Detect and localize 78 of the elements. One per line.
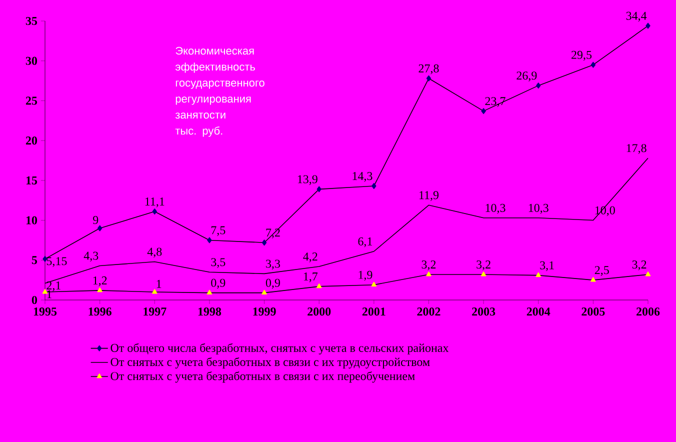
data-label: 17,8 — [626, 144, 646, 154]
point — [152, 289, 158, 294]
point — [426, 75, 432, 82]
x-tick-label: 2003 — [472, 308, 496, 316]
data-label: 3,3 — [266, 260, 280, 270]
data-label: 1 — [156, 280, 162, 288]
data-label: 3,2 — [632, 260, 646, 270]
point — [371, 282, 377, 287]
x-tick-label: 2005 — [582, 308, 605, 316]
x-tick-label: 1995 — [34, 308, 57, 316]
point — [590, 62, 596, 68]
point — [206, 290, 212, 295]
point — [262, 240, 267, 246]
data-label: 6,1 — [358, 237, 372, 248]
data-label: 3,2 — [476, 260, 490, 270]
x-tick-label: 2000 — [308, 308, 331, 316]
point — [481, 108, 486, 114]
data-label: 26,9 — [516, 72, 537, 82]
legend-label: От снятых с учета безработных в связи с их переобучением — [110, 371, 415, 383]
point — [97, 287, 102, 292]
point — [590, 277, 596, 282]
y-tick-label: 35 — [26, 16, 38, 26]
data-label: 7,5 — [211, 226, 226, 236]
x-tick-label: 2002 — [417, 308, 440, 316]
data-label: 2,1 — [46, 281, 60, 292]
data-label: 10,3 — [486, 204, 506, 214]
y-tick-label: 15 — [26, 176, 38, 184]
data-label: 3,5 — [211, 258, 226, 268]
point — [426, 271, 432, 276]
point — [372, 183, 376, 190]
data-label: 0,9 — [266, 278, 280, 289]
point — [207, 237, 212, 244]
data-label: 3,1 — [540, 261, 554, 272]
point — [316, 186, 322, 192]
point — [536, 272, 542, 277]
point — [152, 208, 157, 215]
point — [480, 271, 486, 276]
x-tick-label: 2006 — [636, 308, 660, 316]
x-tick-label: 1996 — [88, 308, 112, 316]
data-label: 14,3 — [352, 172, 372, 182]
data-label: 4,3 — [84, 252, 98, 262]
data-label: 5,15 — [46, 257, 67, 267]
point — [536, 82, 541, 89]
legend-label: От общего числа безработных, снятых с учета в сельских районах — [110, 343, 449, 354]
y-tick-label: 20 — [26, 136, 38, 145]
legend-label: От снятых с учета безработных в связи с их трудоустройством — [110, 357, 430, 369]
point — [316, 283, 322, 288]
data-label: 13,9 — [298, 175, 318, 185]
data-label: 4,8 — [147, 248, 162, 258]
x-tick-label: 1999 — [253, 308, 276, 316]
data-label: 0,9 — [211, 278, 226, 289]
data-label: 3,2 — [422, 260, 436, 270]
y-tick-label: 30 — [26, 56, 38, 65]
y-tick-label: 5 — [32, 256, 38, 264]
data-label: 9 — [93, 216, 98, 224]
data-label: 10,3 — [528, 204, 548, 214]
data-label: 11,9 — [420, 191, 439, 201]
x-tick-label: 2004 — [526, 308, 550, 316]
y-axis-title: тыс. руб. — [175, 126, 222, 137]
data-label: 29,5 — [572, 50, 592, 61]
data-label: 1,2 — [93, 276, 107, 286]
data-label: 1,7 — [304, 272, 318, 282]
point — [645, 271, 651, 276]
point — [97, 225, 102, 232]
x-tick-label: 1998 — [198, 308, 222, 316]
y-tick-label: 10 — [26, 216, 38, 224]
x-tick-label: 1997 — [144, 308, 166, 316]
y-tick-label: 0 — [32, 296, 38, 304]
data-label: 34,4 — [626, 12, 647, 22]
data-label: 11,1 — [145, 198, 164, 208]
data-label: 4,2 — [303, 252, 318, 262]
data-label: 27,8 — [418, 64, 439, 74]
data-label: 1,9 — [358, 270, 372, 281]
x-tick-label: 2001 — [362, 308, 386, 316]
y-tick-label: 25 — [26, 96, 38, 105]
data-label: 2,5 — [594, 266, 609, 276]
point — [262, 290, 267, 295]
point — [646, 22, 650, 29]
